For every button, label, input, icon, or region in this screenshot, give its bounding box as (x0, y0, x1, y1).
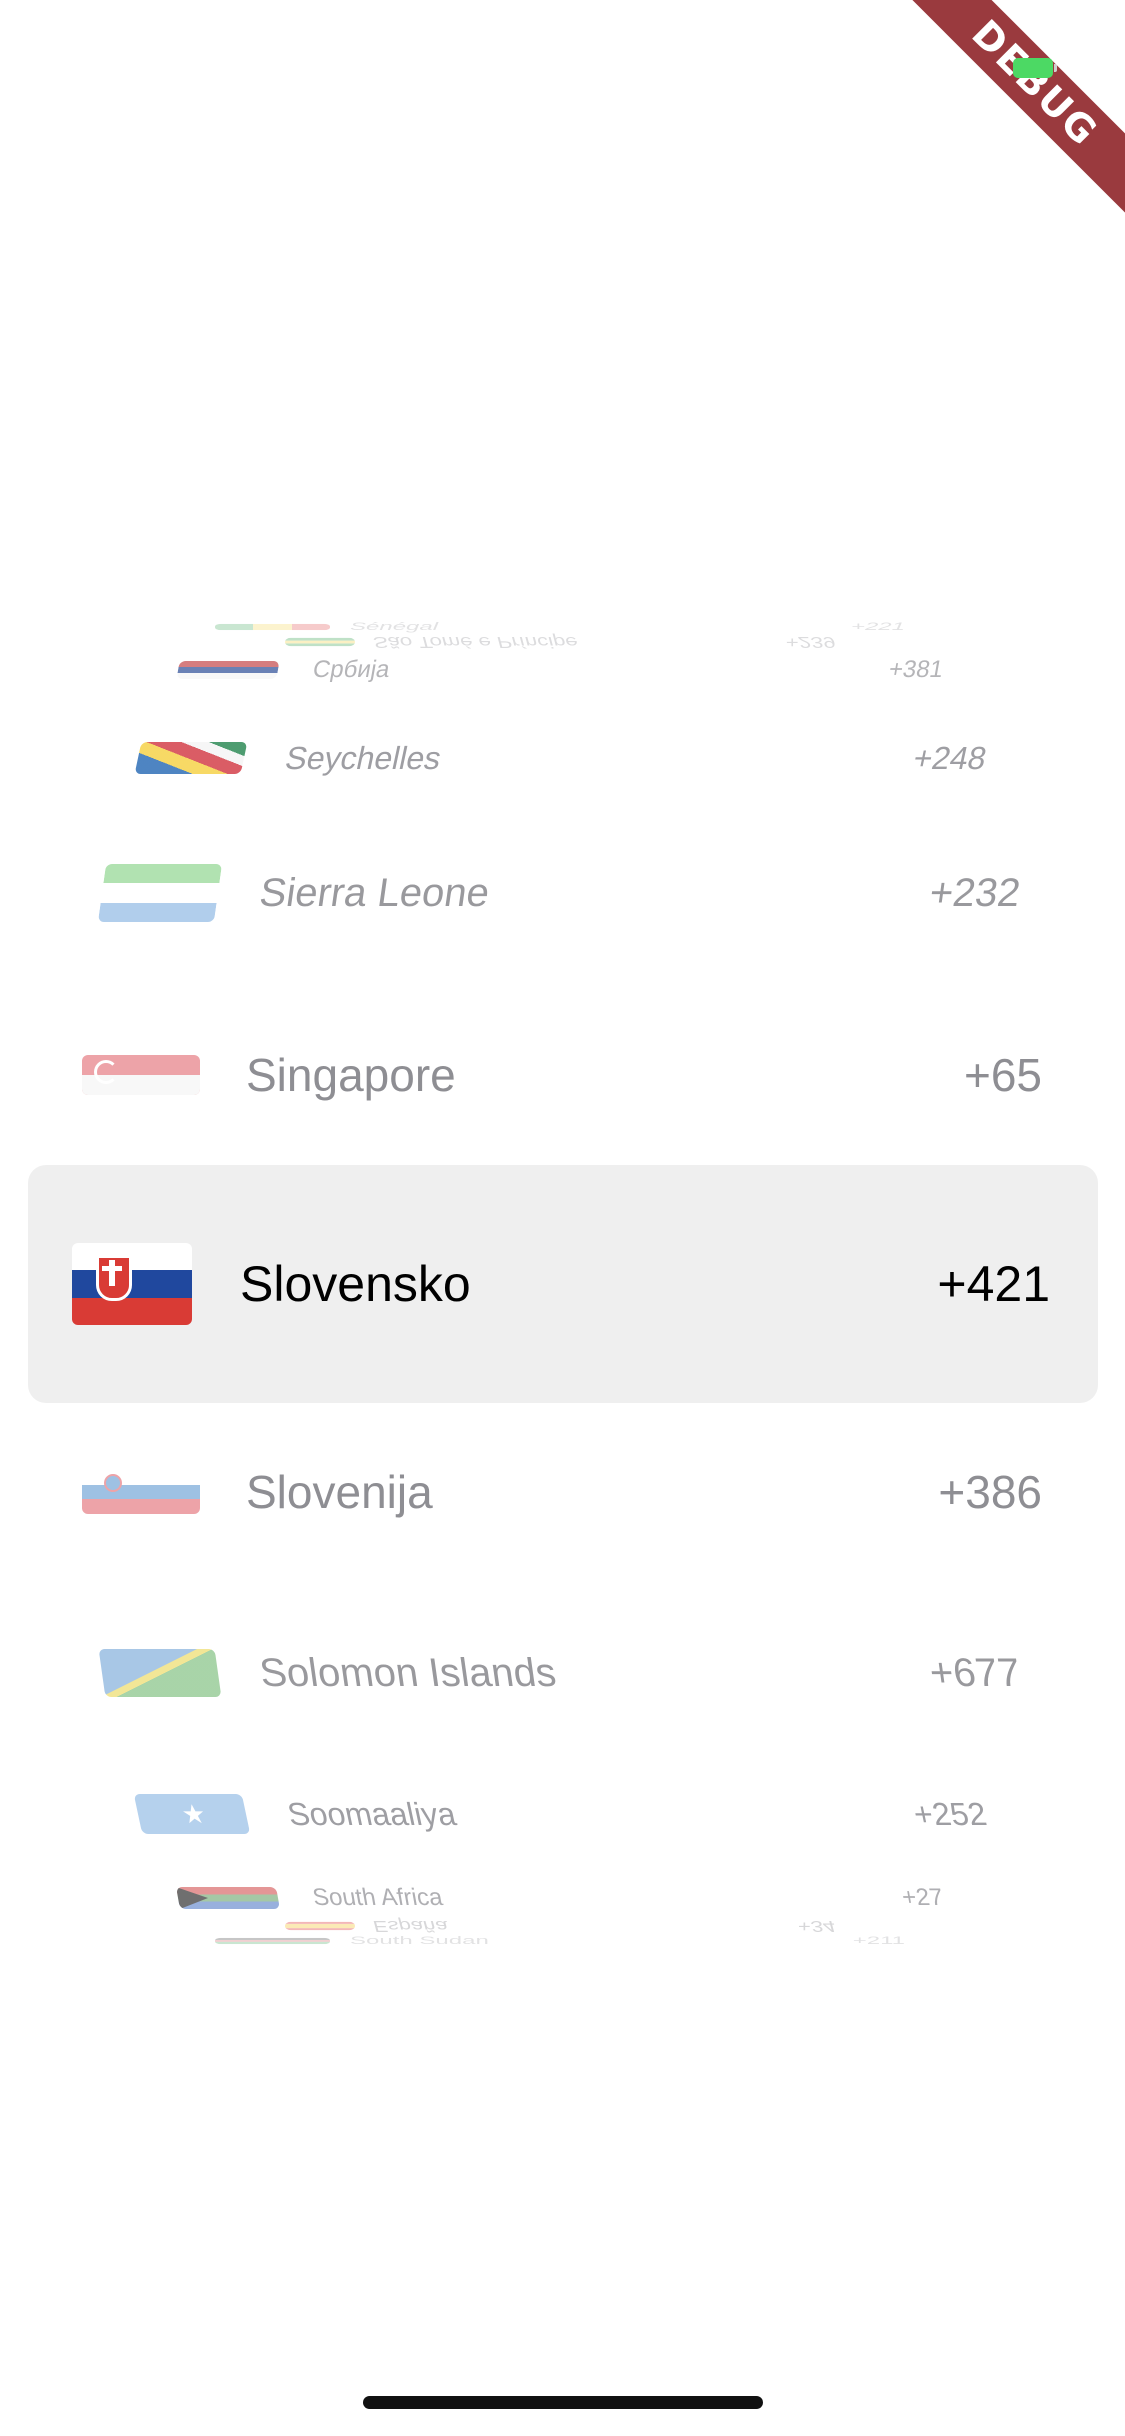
sao-tome-flag-icon (285, 637, 355, 647)
picker-item-singapore[interactable]: Singapore +65 (82, 1035, 1042, 1115)
picker-item-solomon-islands[interactable]: Solomon Islands +677 (97, 1640, 1024, 1706)
country-name: Србија (310, 656, 392, 683)
home-indicator[interactable] (363, 2396, 763, 2409)
slovakia-flag-icon (72, 1243, 192, 1325)
somalia-flag-icon: ★ (133, 1794, 251, 1834)
dial-code: +65 (963, 1049, 1042, 1101)
country-name: Sénégal (350, 620, 439, 633)
south-africa-flag-icon (176, 1887, 280, 1909)
country-name: Slovenija (246, 1466, 433, 1518)
picker-item-south-africa[interactable]: South Africa +27 (175, 1880, 946, 1916)
dial-code: +239 (785, 633, 835, 652)
battery-icon (1013, 58, 1057, 78)
selection-highlight (28, 1165, 1098, 1403)
solomon-islands-flag-icon (98, 1649, 222, 1697)
singapore-flag-icon (82, 1055, 200, 1095)
slovenia-flag-icon (82, 1470, 200, 1514)
picker-item-spain[interactable]: España +34 (285, 1918, 835, 1935)
country-name: Sierra Leone (256, 870, 493, 915)
dial-code: +248 (910, 739, 990, 776)
dial-code: +221 (850, 620, 905, 633)
country-name: South Africa (310, 1884, 445, 1911)
dial-code: +677 (926, 1650, 1024, 1695)
picker-item-slovenia[interactable]: Slovenija +386 (82, 1452, 1042, 1532)
dial-code: +421 (937, 1256, 1050, 1312)
country-name: Seychelles (282, 739, 445, 776)
spain-flag-icon (285, 1921, 355, 1931)
picker-item-senegal[interactable]: Sénégal +221 (215, 621, 905, 633)
dial-code: +386 (938, 1466, 1042, 1518)
country-name: Soomaaliya (284, 1795, 459, 1832)
country-name: Singapore (246, 1049, 456, 1101)
picker-item-south-sudan[interactable]: South Sudan +211 (215, 1935, 905, 1947)
south-sudan-flag-icon (215, 1937, 330, 1945)
dial-code: +27 (899, 1884, 946, 1911)
picker-item-seychelles[interactable]: Seychelles +248 (133, 734, 991, 782)
country-name: Slovensko (240, 1256, 471, 1312)
serbia-flag-icon (176, 661, 280, 679)
dial-code: +34 (797, 1917, 835, 1936)
country-name: South Sudan (350, 1934, 489, 1947)
country-name: Solomon Islands (256, 1650, 559, 1695)
dial-code: +252 (909, 1795, 990, 1832)
picker-item-sierra-leone[interactable]: Sierra Leone +232 (97, 860, 1024, 926)
picker-item-sao-tome[interactable]: São Tomé e Príncipe +239 (285, 634, 835, 651)
seychelles-flag-icon (134, 742, 248, 774)
sierra-leone-flag-icon (97, 864, 223, 922)
dial-code: +232 (926, 870, 1024, 915)
country-name: São Tomé e Príncipe (373, 633, 578, 652)
senegal-flag-icon (215, 623, 330, 631)
dial-code: +211 (852, 1934, 905, 1947)
dial-code: +381 (886, 656, 946, 683)
country-name: España (373, 1917, 448, 1936)
picker-item-serbia[interactable]: Србија +381 (175, 652, 946, 688)
picker-item-somalia[interactable]: ★ Soomaaliya +252 (133, 1790, 991, 1838)
picker-item-slovakia[interactable]: Slovensko +421 (72, 1240, 1050, 1328)
